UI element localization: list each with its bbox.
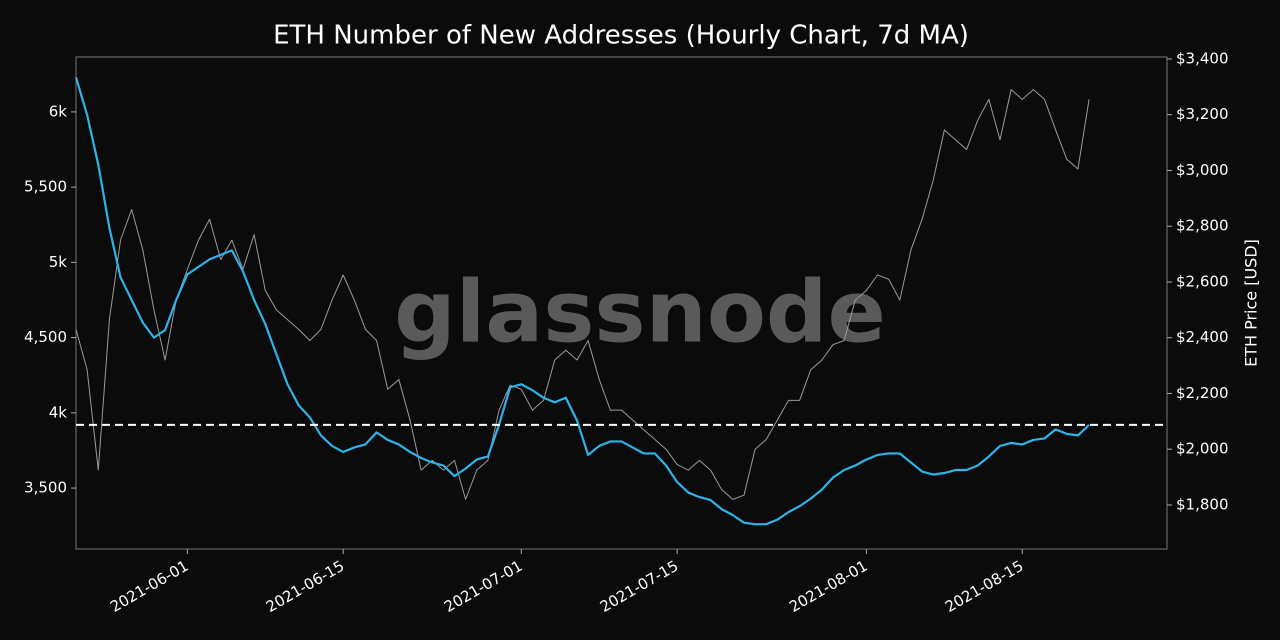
y-tick-label: 3,500 <box>24 479 67 497</box>
y-tick-label: 5k <box>49 253 68 271</box>
y2-tick-label: $2,600 <box>1176 272 1229 290</box>
y-tick-label: 4,500 <box>24 328 67 346</box>
y2-axis-label: ETH Price [USD] <box>1242 239 1261 367</box>
y2-tick-label: $3,000 <box>1176 161 1229 179</box>
y2-tick-label: $2,000 <box>1176 440 1229 458</box>
y2-tick-label: $3,200 <box>1176 105 1229 123</box>
chart-title: ETH Number of New Addresses (Hourly Char… <box>273 21 969 51</box>
watermark: glassnode <box>394 262 886 362</box>
y2-tick-label: $1,800 <box>1176 495 1229 513</box>
y2-tick-label: $2,200 <box>1176 384 1229 402</box>
y2-tick-label: $3,400 <box>1176 49 1229 67</box>
y2-tick-label: $2,400 <box>1176 328 1229 346</box>
price-line <box>75 89 1090 500</box>
y2-tick-label: $2,800 <box>1176 217 1229 235</box>
plot-frame <box>75 56 1168 550</box>
y-tick-label: 4k <box>49 403 68 421</box>
series-line <box>74 76 1090 526</box>
y-tick-label: 6k <box>49 102 68 120</box>
y-tick-label: 5,500 <box>24 178 67 196</box>
